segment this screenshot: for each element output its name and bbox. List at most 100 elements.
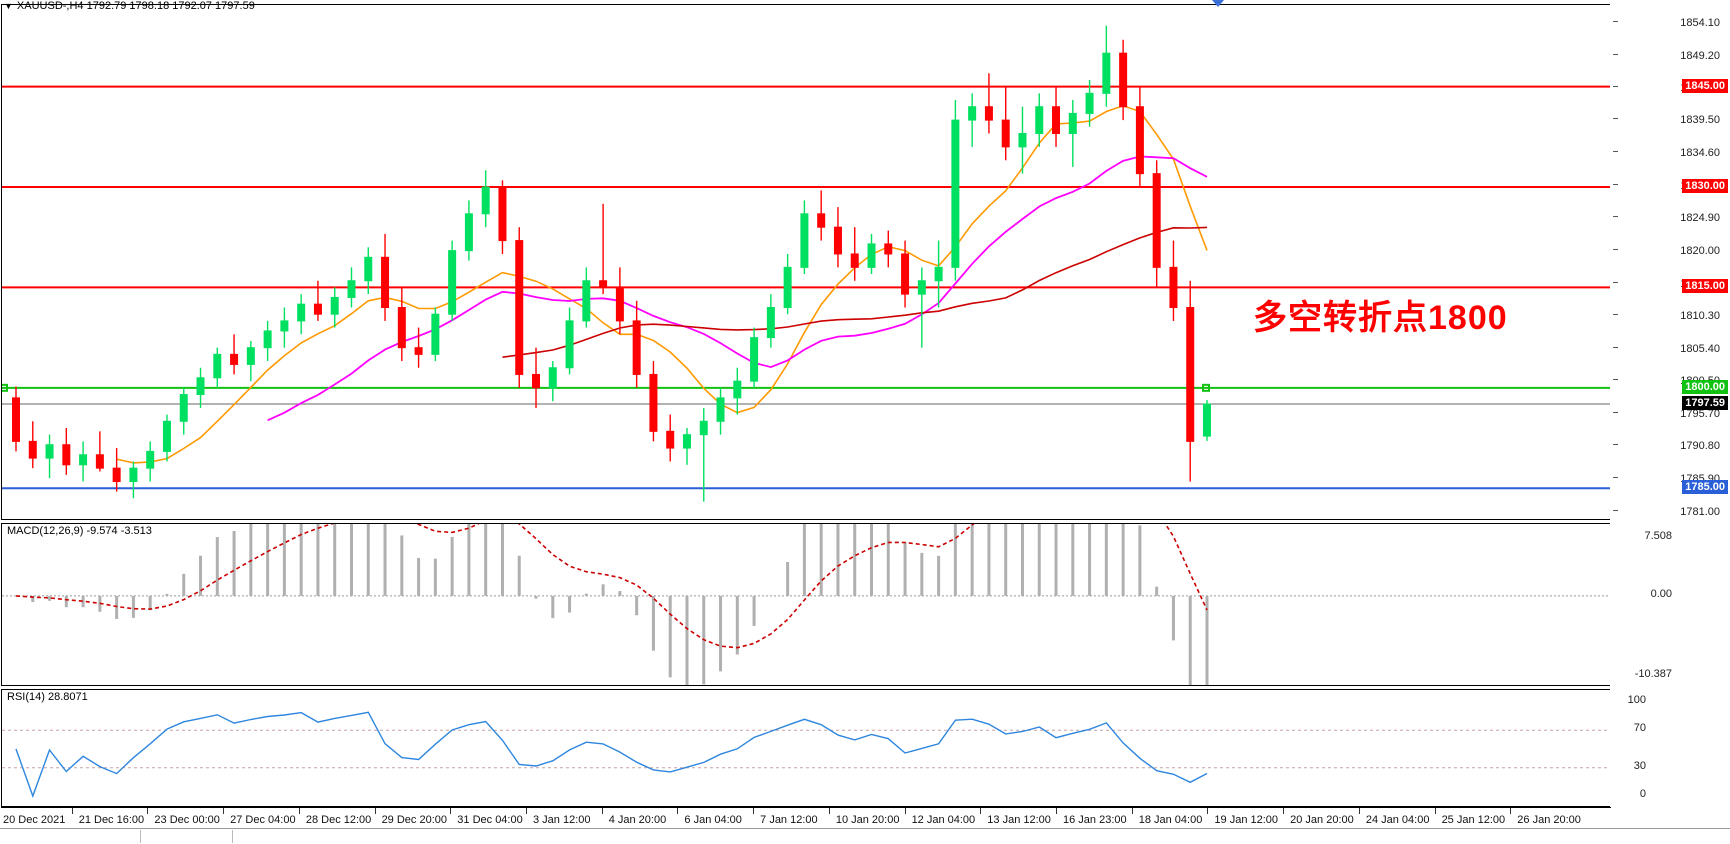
price-tag-support[interactable]: 1800.00: [1682, 379, 1728, 394]
candlestick[interactable]: [146, 441, 155, 482]
candlestick[interactable]: [12, 386, 20, 452]
candlestick[interactable]: [850, 227, 859, 281]
candlestick[interactable]: [1018, 106, 1027, 174]
level-handle[interactable]: [2, 383, 8, 392]
candlestick[interactable]: [62, 427, 71, 475]
time-axis-tick-label: 16 Jan 23:00: [1063, 814, 1127, 826]
price-axis[interactable]: 1854.101849.201844.401839.501834.601829.…: [1610, 0, 1730, 843]
candlestick[interactable]: [397, 287, 406, 362]
candlestick[interactable]: [682, 427, 691, 465]
candlestick[interactable]: [263, 320, 272, 362]
price-axis-tick: [1613, 510, 1618, 511]
time-axis-tick-label: 28 Dec 12:00: [305, 814, 372, 826]
candlestick[interactable]: [968, 93, 977, 147]
candlestick[interactable]: [1152, 160, 1161, 288]
chart-menu-caret-icon[interactable]: ▼: [4, 1, 13, 11]
candlestick[interactable]: [28, 421, 37, 469]
candlestick[interactable]: [532, 347, 541, 408]
price-tag-resistance[interactable]: 1830.00: [1682, 179, 1728, 194]
candlestick[interactable]: [599, 203, 608, 295]
macd-panel[interactable]: MACD(12,26,9) -9.574 -3.513: [1, 523, 1611, 686]
candlestick[interactable]: [381, 233, 390, 321]
candlestick[interactable]: [699, 407, 708, 502]
scroll-position-marker-icon[interactable]: [1212, 0, 1224, 7]
candlestick[interactable]: [112, 448, 121, 492]
candlestick[interactable]: [414, 327, 423, 368]
candlestick[interactable]: [330, 287, 339, 328]
price-chart-panel[interactable]: [1, 4, 1611, 520]
candlestick[interactable]: [230, 334, 239, 375]
macd-canvas[interactable]: [2, 524, 1610, 685]
candlestick[interactable]: [1169, 240, 1178, 321]
candlestick[interactable]: [297, 294, 306, 335]
time-axis-tick-label: 24 Jan 04:00: [1365, 814, 1430, 826]
candlestick[interactable]: [179, 387, 188, 435]
candlestick[interactable]: [917, 267, 926, 348]
rsi-axis-tick-label: 0: [1639, 788, 1646, 800]
candlestick[interactable]: [1052, 86, 1061, 147]
candlestick[interactable]: [1186, 280, 1195, 482]
candlestick[interactable]: [817, 190, 826, 241]
candlestick[interactable]: [1035, 93, 1044, 147]
candlestick[interactable]: [1203, 400, 1211, 441]
candlestick[interactable]: [632, 300, 641, 388]
candlestick[interactable]: [1119, 39, 1128, 121]
candlestick[interactable]: [582, 267, 591, 328]
candlestick[interactable]: [95, 431, 104, 472]
candlestick[interactable]: [649, 361, 658, 442]
candlestick[interactable]: [280, 307, 289, 348]
time-axis[interactable]: 20 Dec 2021 21 Dec 16:00 23 Dec 00:00 27 De…: [1, 807, 1611, 829]
candlestick[interactable]: [733, 367, 742, 415]
candlestick[interactable]: [1102, 25, 1111, 107]
candlestick[interactable]: [313, 280, 322, 321]
time-axis-tick: [980, 808, 982, 814]
candlestick[interactable]: [79, 441, 88, 482]
candlestick[interactable]: [884, 230, 893, 268]
candlestick[interactable]: [162, 414, 171, 462]
candlestick[interactable]: [800, 200, 809, 275]
candlestick[interactable]: [901, 240, 910, 308]
price-chart-canvas[interactable]: [2, 5, 1610, 519]
status-cell-2: [232, 830, 1723, 843]
candlestick[interactable]: [1001, 86, 1010, 161]
price-tag-support[interactable]: 1785.00: [1682, 480, 1728, 495]
candlestick[interactable]: [565, 307, 574, 375]
candlestick[interactable]: [246, 340, 255, 382]
level-handle[interactable]: [1202, 383, 1210, 392]
candlestick[interactable]: [716, 387, 725, 435]
price-axis-tick-label: 1810.30: [1680, 309, 1720, 322]
candlestick[interactable]: [984, 73, 993, 134]
price-tag-resistance[interactable]: 1845.00: [1682, 78, 1728, 93]
candlestick[interactable]: [515, 227, 524, 388]
candlestick[interactable]: [481, 170, 490, 228]
candlestick[interactable]: [129, 461, 138, 499]
candlestick[interactable]: [196, 367, 205, 408]
candlestick[interactable]: [213, 347, 222, 388]
candlestick[interactable]: [548, 361, 557, 402]
candlestick[interactable]: [448, 240, 457, 321]
candlestick[interactable]: [431, 307, 440, 362]
candlestick[interactable]: [666, 414, 675, 462]
candlestick[interactable]: [364, 247, 373, 295]
candlestick[interactable]: [1085, 79, 1094, 127]
price-tag-resistance[interactable]: 1815.00: [1682, 279, 1728, 294]
candlestick[interactable]: [347, 267, 356, 308]
candlestick[interactable]: [464, 200, 473, 261]
candlestick[interactable]: [934, 240, 943, 308]
candlestick[interactable]: [833, 207, 842, 268]
candlestick[interactable]: [750, 327, 759, 388]
candlestick[interactable]: [498, 180, 507, 254]
rsi-canvas[interactable]: [2, 690, 1610, 806]
candlestick[interactable]: [766, 294, 775, 348]
price-axis-tick: [1613, 281, 1618, 283]
candlestick[interactable]: [1068, 100, 1077, 167]
candlestick[interactable]: [867, 233, 876, 275]
time-axis-tick: [1131, 808, 1133, 814]
candlestick[interactable]: [951, 100, 960, 281]
candlestick[interactable]: [783, 253, 792, 315]
rsi-panel[interactable]: RSI(14) 28.8071: [1, 689, 1611, 807]
candlestick[interactable]: [45, 434, 54, 479]
price-tag-last-price[interactable]: 1797.59: [1682, 395, 1728, 410]
candlestick[interactable]: [1135, 86, 1144, 188]
candlestick[interactable]: [615, 267, 624, 335]
